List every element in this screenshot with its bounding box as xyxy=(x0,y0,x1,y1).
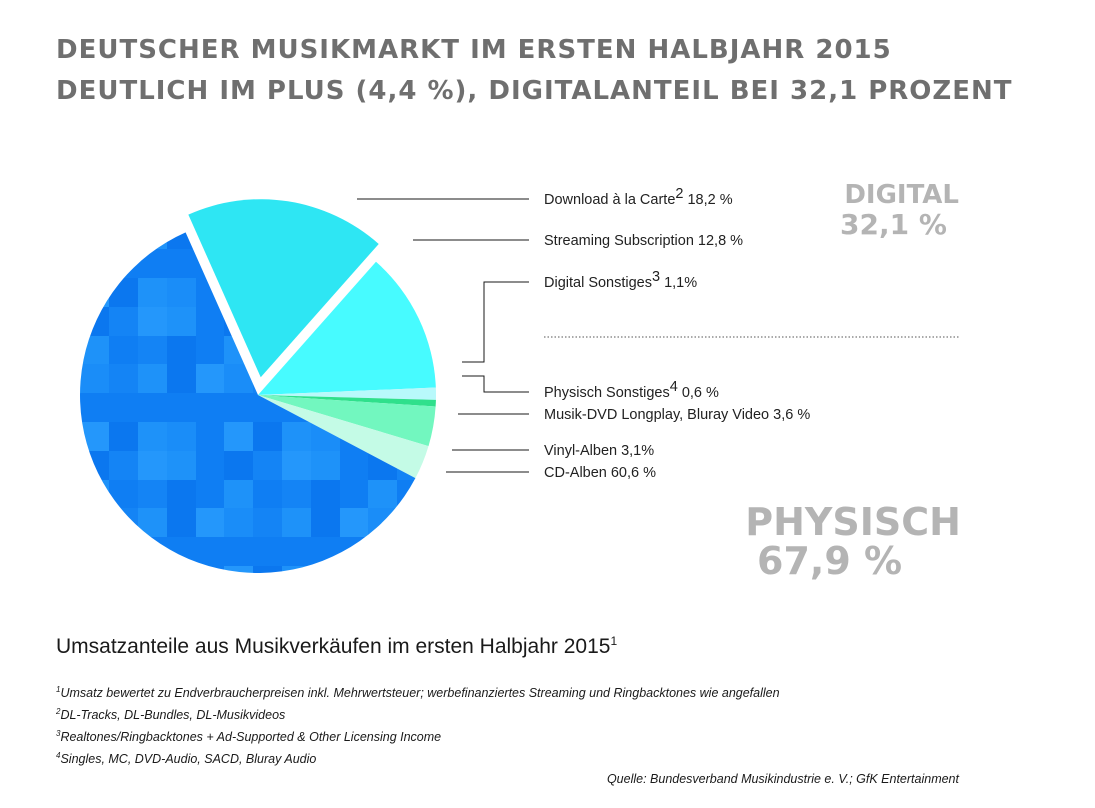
footnote-text: DL-Tracks, DL-Bundles, DL-Musikvideos xyxy=(60,708,286,723)
footnote-number: 3 xyxy=(56,729,61,738)
slice-value: 3,6 % xyxy=(773,407,810,423)
slice-label-physisch-sonstiges: Physisch Sonstiges4 0,6 % xyxy=(544,379,719,401)
group-value-physisch: 67,9 % xyxy=(757,539,902,583)
footnote-text: Realtones/Ringbacktones + Ad-Supported &… xyxy=(60,730,442,745)
slice-value: 0,6 % xyxy=(682,385,719,401)
subtitle-footnote-marker: 1 xyxy=(610,634,618,648)
footnote-number: 4 xyxy=(56,751,61,760)
footnote-text: Umsatz bewertet zu Endverbraucherpreisen… xyxy=(60,686,780,701)
slice-footnote-marker: 2 xyxy=(675,186,683,202)
pie-slice-vinyl-alben xyxy=(258,395,429,479)
group-value-digital: 32,1 % xyxy=(840,208,947,241)
footnote-number: 2 xyxy=(56,707,61,716)
footnote: 4Singles, MC, DVD-Audio, SACD, Bluray Au… xyxy=(56,751,780,773)
slice-label-vinyl-alben: Vinyl-Alben 3,1% xyxy=(544,443,654,459)
slice-name: Streaming Subscription xyxy=(544,233,694,249)
source-note: Quelle: Bundesverband Musikindustrie e. … xyxy=(606,772,959,786)
chart-title-line-1: DEUTSCHER MUSIKMARKT IM ERSTEN HALBJAHR … xyxy=(56,35,892,65)
footnote: 1Umsatz bewertet zu Endverbraucherpreise… xyxy=(56,685,780,707)
pie-slice-streaming-subscription xyxy=(258,261,436,395)
footnote-number: 1 xyxy=(56,685,61,694)
pie-slice-cd-alben xyxy=(80,232,416,573)
group-label-digital: DIGITAL xyxy=(844,180,959,210)
pie-slice-digital-sonstiges xyxy=(258,387,436,400)
subtitle-text: Umsatzanteile aus Musikverkäufen im erst… xyxy=(56,635,611,658)
pie-slice-musik-dvd-longplay-bluray-video xyxy=(258,395,436,447)
slice-name: CD-Alben xyxy=(544,465,607,481)
footnotes: 1Umsatz bewertet zu Endverbraucherpreise… xyxy=(56,685,780,773)
chart-subtitle: Umsatzanteile aus Musikverkäufen im erst… xyxy=(56,634,617,659)
footnote: 3Realtones/Ringbacktones + Ad-Supported … xyxy=(56,729,780,751)
pie-slice-physisch-sonstiges xyxy=(258,395,436,407)
pie-slice-download-a-la-carte xyxy=(188,199,379,378)
slice-footnote-marker: 3 xyxy=(652,269,660,285)
slice-name: Digital Sonstiges xyxy=(544,275,652,291)
leader-line-digital-sonstiges xyxy=(462,281,529,363)
slice-label-musik-dvd-longplay-bluray-video: Musik-DVD Longplay, Bluray Video 3,6 % xyxy=(544,407,810,423)
footnote: 2DL-Tracks, DL-Bundles, DL-Musikvideos xyxy=(56,707,780,729)
slice-label-streaming-subscription: Streaming Subscription 12,8 % xyxy=(544,233,743,249)
leader-line-physisch-sonstiges xyxy=(462,375,529,393)
chart-title: DEUTSCHER MUSIKMARKT IM ERSTEN HALBJAHR … xyxy=(56,30,1013,112)
slice-name: Vinyl-Alben xyxy=(544,443,617,459)
slice-name: Download à la Carte xyxy=(544,192,675,208)
slice-label-download-a-la-carte: Download à la Carte2 18,2 % xyxy=(544,186,733,208)
footnote-text: Singles, MC, DVD-Audio, SACD, Bluray Aud… xyxy=(60,752,317,767)
slice-label-cd-alben: CD-Alben 60,6 % xyxy=(544,465,656,481)
slice-name: Physisch Sonstiges xyxy=(544,385,670,401)
slice-value: 18,2 % xyxy=(687,192,732,208)
group-label-physisch: PHYSISCH xyxy=(745,500,961,544)
slice-value: 60,6 % xyxy=(611,465,656,481)
slice-label-digital-sonstiges: Digital Sonstiges3 1,1% xyxy=(544,269,697,291)
chart-title-line-2: DEUTLICH IM PLUS (4,4 %), DIGITALANTEIL … xyxy=(56,76,1013,106)
slice-value: 1,1% xyxy=(664,275,697,291)
slice-value: 12,8 % xyxy=(698,233,743,249)
slice-name: Musik-DVD Longplay, Bluray Video xyxy=(544,407,769,423)
slice-footnote-marker: 4 xyxy=(670,379,678,395)
slice-value: 3,1% xyxy=(621,443,654,459)
